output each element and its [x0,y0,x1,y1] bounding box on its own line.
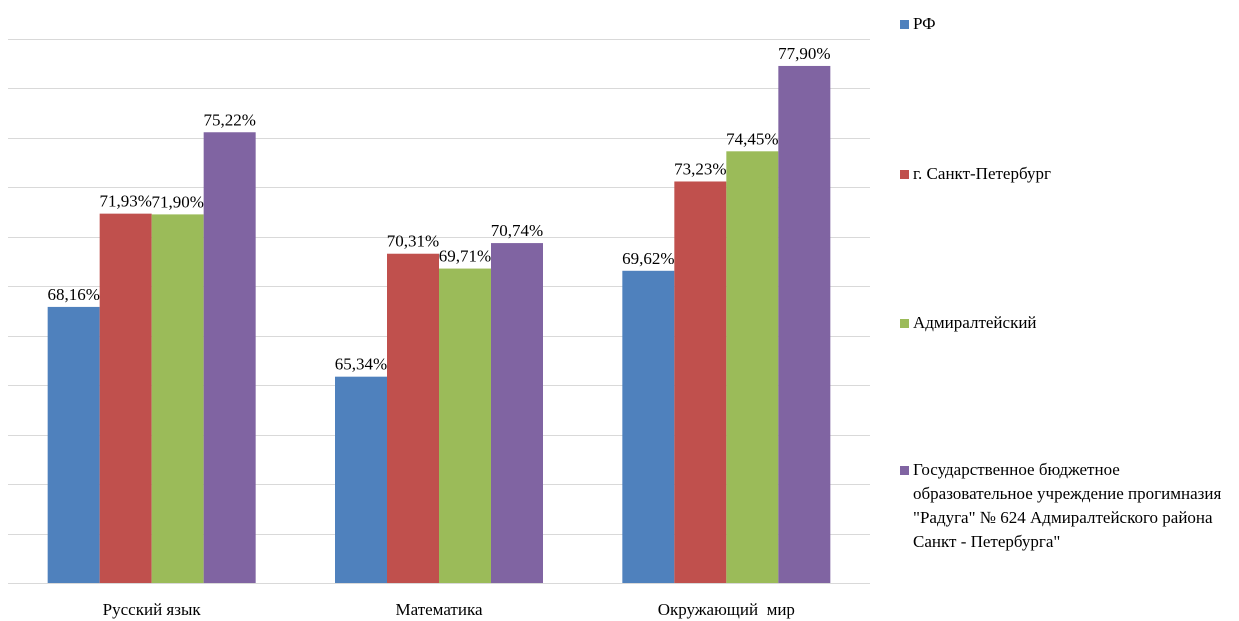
legend-label-rf: РФ [913,14,936,33]
data-label: 70,74% [491,221,543,240]
data-label: 77,90% [778,44,830,63]
data-label: 71,93% [99,192,151,211]
bar [726,151,779,583]
legend-label-spb: г. Санкт-Петербург [913,164,1051,183]
legend-swatch-rf [900,20,909,29]
legend-swatch-spb [900,170,909,179]
bar [622,270,675,583]
legend-item-school: Государственное бюджетное образовательно… [900,458,1230,554]
x-tick-label: Окружающий мир [658,600,795,619]
x-tick-label: Математика [395,600,482,619]
data-label: 74,45% [726,129,778,148]
legend-item-rf: РФ [900,12,1230,36]
legend-label-school: Государственное бюджетное образовательно… [913,460,1222,551]
bar [151,214,204,583]
legend-label-admiralteysky: Адмиралтейский [913,313,1037,332]
bar [203,132,256,583]
bar [335,376,387,583]
data-label: 73,23% [674,159,726,178]
legend-item-admiralteysky: Адмиралтейский [900,311,1230,335]
data-label: 69,71% [439,247,491,266]
bar [491,243,543,583]
data-label: 75,22% [203,110,255,129]
x-tick-label: Русский язык [103,600,202,619]
legend-swatch-school [900,466,909,475]
bar [47,306,100,583]
legend-item-spb: г. Санкт-Петербург [900,162,1230,186]
data-label: 68,16% [47,285,99,304]
data-label: 65,34% [335,355,387,374]
bar [674,181,727,583]
bar [99,213,152,583]
bar [387,253,439,583]
bar [439,268,491,583]
bar [778,65,831,584]
data-label: 69,62% [622,249,674,268]
legend-swatch-admiralteysky [900,319,909,328]
bar-chart: 68,16% 71,93% 71,90% 75,22% 65,34% 70,31%69,7… [8,39,870,619]
data-label: 70,31% [387,232,439,251]
legend: РФ г. Санкт-Петербург Адмиралтейский Гос… [900,0,1230,621]
data-label: 71,90% [151,192,203,211]
